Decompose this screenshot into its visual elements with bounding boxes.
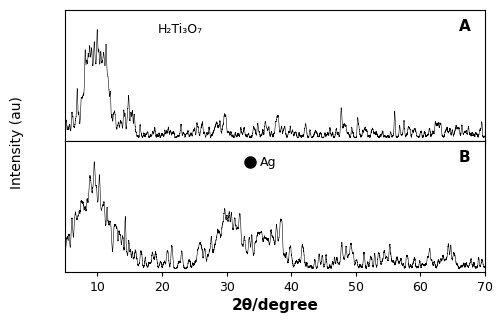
X-axis label: 2θ/degree: 2θ/degree xyxy=(232,298,318,313)
Text: Ag: Ag xyxy=(260,156,276,169)
Text: Intensity (au): Intensity (au) xyxy=(10,96,24,189)
Text: A: A xyxy=(458,19,470,34)
Text: H₂Ti₃O₇: H₂Ti₃O₇ xyxy=(158,23,202,36)
Text: B: B xyxy=(458,150,470,165)
